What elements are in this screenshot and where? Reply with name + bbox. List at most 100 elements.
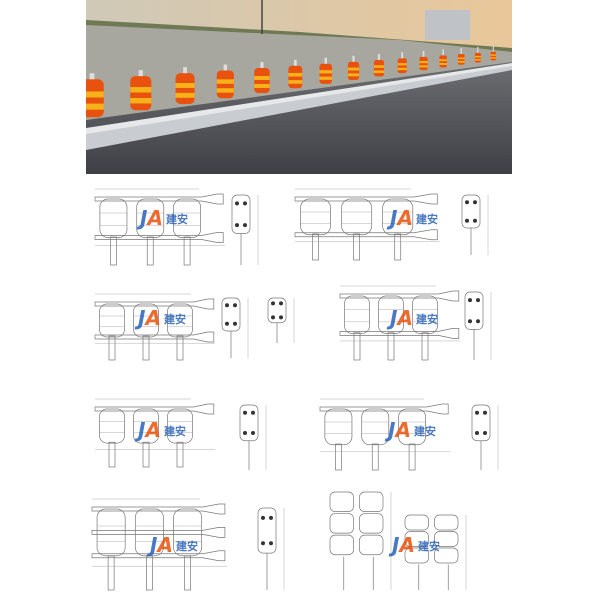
rail	[294, 193, 438, 205]
side-barrel	[471, 404, 491, 442]
barrel-stripe	[216, 79, 234, 84]
barrel-outline	[133, 303, 159, 338]
barrel-body	[216, 70, 234, 99]
barrel-outline	[382, 198, 414, 236]
barrel-outline	[329, 491, 354, 512]
logo-name: 建安	[414, 424, 436, 438]
barrel-stripe	[490, 54, 496, 56]
barrel-outline	[324, 408, 353, 446]
barrel-stripe	[397, 67, 407, 71]
logo-mark-a: A	[155, 533, 172, 557]
barrel-outline	[434, 514, 459, 531]
logo-mark: JA	[384, 418, 411, 442]
rail	[94, 193, 224, 205]
side-view	[464, 291, 492, 360]
bolt	[468, 319, 472, 324]
front-view	[319, 398, 450, 471]
barrel-body	[86, 79, 104, 118]
barrel-stripe	[474, 55, 481, 58]
rail	[91, 503, 226, 515]
rail	[294, 229, 438, 241]
post	[335, 443, 342, 471]
barrel-stripe	[419, 61, 428, 64]
barrel-stripe	[254, 76, 270, 81]
barrel-stripe	[175, 92, 195, 98]
bolt	[225, 303, 229, 308]
barrel-body	[439, 55, 447, 68]
post	[421, 332, 429, 361]
roller-barrel	[474, 46, 481, 63]
logo-name: 建安	[176, 539, 198, 553]
barrel-body	[490, 51, 496, 61]
post	[108, 335, 116, 361]
side-barrel	[267, 297, 287, 324]
barrel-body	[288, 65, 303, 89]
barrel-outline	[300, 198, 331, 236]
rail	[94, 403, 215, 415]
barrel-outline	[434, 547, 459, 564]
barrel-stripe	[457, 60, 465, 63]
barrel-outline	[378, 295, 404, 334]
barrel-body	[347, 61, 360, 80]
post	[142, 441, 150, 468]
side-view	[239, 404, 267, 470]
bolt	[465, 200, 469, 205]
side-view	[221, 297, 249, 358]
logo-mark-a: A	[143, 418, 160, 442]
post	[353, 332, 361, 361]
side-barrel	[231, 194, 251, 234]
bolt	[235, 223, 239, 228]
logo-name: 建安	[164, 312, 186, 326]
bolt	[243, 410, 247, 415]
front-view	[94, 188, 225, 266]
barrel-outline	[398, 408, 426, 446]
post	[110, 236, 117, 266]
bolt	[476, 298, 480, 303]
rail	[91, 527, 226, 538]
logo: JA 建安	[134, 418, 186, 442]
barrel-outline	[361, 408, 390, 446]
logo-mark: JA	[386, 206, 413, 230]
front-view	[294, 188, 440, 261]
post	[353, 233, 360, 261]
logo-name: 建安	[416, 212, 438, 226]
barrel-stripe	[373, 65, 385, 68]
post	[371, 443, 379, 471]
logo-name: 建安	[166, 212, 188, 226]
bolt	[475, 410, 479, 415]
barrel-stripe	[457, 57, 465, 60]
logo-mark-j: J	[384, 418, 396, 442]
logo-mark: JA	[134, 306, 161, 330]
front-view	[339, 285, 460, 361]
front-view	[94, 398, 215, 468]
logo-mark-a: A	[395, 206, 412, 230]
bolt	[251, 430, 255, 435]
roller-barrel	[175, 67, 195, 104]
barrel-stripe	[254, 83, 270, 88]
bolt	[243, 223, 247, 228]
bolt	[473, 218, 477, 223]
barrel-stripe	[319, 76, 333, 80]
roller-barrel	[130, 70, 152, 111]
post	[387, 332, 395, 361]
side-barrel	[257, 507, 277, 554]
bolt	[475, 430, 479, 435]
logo-mark: JA	[388, 533, 415, 557]
roller-barrel	[216, 64, 234, 99]
roller-barrel	[439, 49, 447, 68]
post	[108, 441, 116, 468]
barrel-body	[474, 52, 481, 63]
bolt	[243, 201, 247, 206]
barrel-outline	[404, 531, 429, 547]
barrel-outline	[167, 408, 193, 444]
bolt	[251, 410, 255, 415]
logo-name: 建安	[164, 424, 186, 438]
rail	[339, 290, 460, 302]
barrel-stripe	[130, 87, 152, 93]
bolt	[473, 200, 477, 205]
barrel-stripe	[419, 65, 428, 68]
barrel-stripe	[397, 63, 407, 66]
